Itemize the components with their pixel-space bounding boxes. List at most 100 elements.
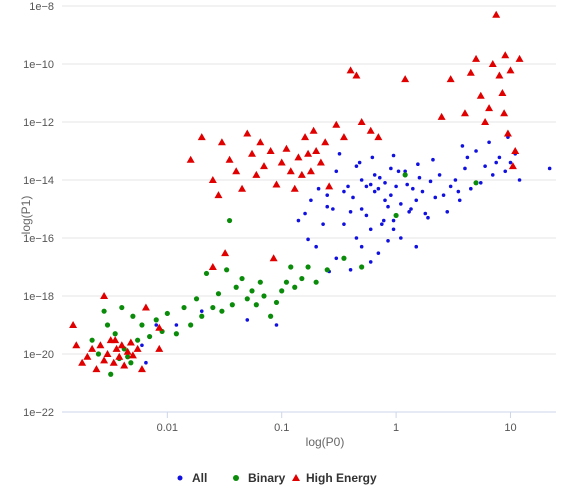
data-point-all [483,164,487,168]
data-point-high-energy [221,249,230,257]
data-point-high-energy [282,144,291,152]
data-point-all [391,227,396,232]
data-point-all [309,198,313,203]
data-point-high-energy [78,358,87,366]
data-point-high-energy [357,118,366,125]
data-point-high-energy [256,138,265,146]
legend: All Binary High Energy [177,471,377,485]
data-point-all [448,184,453,189]
data-point-all [407,210,411,214]
data-point-all [368,260,373,264]
data-point-all [474,149,478,153]
data-point-high-energy [492,10,501,18]
data-point-all [391,153,396,158]
data-point-binary [233,284,239,290]
data-point-high-energy [248,149,257,157]
x-axis-title: log(P0) [306,435,345,449]
data-point-all [386,239,390,243]
data-point-binary [244,296,250,302]
data-point-binary [473,180,479,186]
data-point-high-energy [503,129,512,137]
data-point-all [389,166,393,171]
data-point-high-energy [290,184,299,192]
data-point-high-energy [316,158,325,166]
data-point-all [547,166,552,171]
data-point-all [351,195,355,200]
data-point-binary [393,212,399,219]
data-point-high-energy [446,75,455,83]
data-point-all [463,166,467,171]
data-point-binary [313,279,319,285]
legend-label-all: All [192,471,207,485]
data-point-all [487,140,491,145]
data-point-all [399,202,403,206]
data-point-all [325,204,330,209]
y-axis-title: log(P1) [19,196,33,235]
data-point-binary [164,310,170,317]
data-point-all [381,218,386,223]
data-point-all [174,323,179,327]
data-point-all [389,193,393,197]
data-point-binary [188,322,194,328]
data-point-high-energy [72,341,81,349]
data-point-high-energy [352,71,361,79]
data-point-all [420,189,425,194]
data-point-all [414,244,419,249]
legend-item-high-energy[interactable]: High Energy [292,471,377,485]
data-point-high-energy [120,361,129,369]
data-point-all [359,244,364,249]
data-point-high-energy [155,344,164,352]
data-point-binary [210,304,216,311]
data-point-high-energy [515,54,524,62]
data-point-all [399,236,403,240]
data-point-all [411,186,415,191]
legend-marker-binary [233,475,239,481]
data-point-binary [101,308,107,314]
data-point-binary [257,279,263,285]
data-point-all [457,198,462,203]
data-point-high-energy [92,365,101,373]
data-point-binary [324,267,330,273]
data-point-high-energy [208,176,217,183]
data-point-all [342,222,346,226]
data-points [69,10,552,377]
data-point-all [403,169,407,174]
y-tick-label: 1e−14 [23,175,54,187]
data-point-all [359,178,364,182]
data-point-high-energy [117,341,126,349]
data-point-all [274,323,279,327]
data-point-high-energy [485,104,494,112]
data-point-binary [119,304,125,311]
data-point-high-energy [214,191,223,199]
data-point-binary [130,313,136,319]
legend-item-all[interactable]: All [177,471,208,485]
data-point-all [376,186,381,191]
data-point-high-energy [294,153,303,161]
data-point-binary [229,302,235,308]
data-point-binary [139,322,145,328]
data-point-binary [253,302,259,308]
data-point-high-energy [332,120,341,128]
data-point-high-energy [252,170,261,178]
data-point-binary [359,264,365,270]
y-tick-label: 1e−10 [23,59,54,71]
data-point-all [456,189,461,194]
data-point-binary [153,317,159,323]
data-point-high-energy [506,66,515,74]
data-point-all [503,169,508,174]
data-point-binary [305,264,311,270]
data-point-all [342,189,346,194]
data-point-binary [283,279,290,285]
data-point-high-energy [498,89,507,96]
data-point-high-energy [259,162,268,170]
data-point-high-energy [297,170,306,178]
y-tick-label: 1e−22 [23,407,54,419]
x-tick-label: 0.1 [274,422,289,434]
data-point-all [354,164,359,168]
legend-item-binary[interactable]: Binary [233,471,286,485]
grid-lines [62,5,556,418]
data-point-all [508,160,513,165]
data-point-high-energy [126,338,135,346]
data-point-binary [147,333,153,340]
